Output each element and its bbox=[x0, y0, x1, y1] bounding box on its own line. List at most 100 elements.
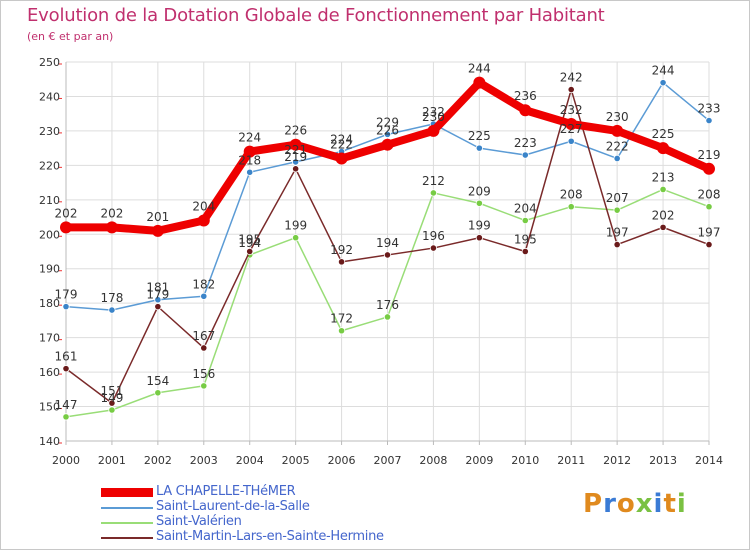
data-point bbox=[659, 79, 667, 87]
y-tick-label: 190 bbox=[39, 263, 60, 276]
data-label: 179 bbox=[55, 288, 78, 302]
legend-swatch bbox=[101, 488, 153, 497]
data-point bbox=[565, 118, 578, 131]
data-point bbox=[60, 221, 72, 234]
y-tick-label: 160 bbox=[39, 366, 60, 379]
x-tick-label: 2009 bbox=[465, 454, 493, 467]
data-point bbox=[108, 406, 116, 414]
data-point bbox=[197, 214, 210, 227]
data-label: 195 bbox=[238, 233, 261, 247]
data-point bbox=[611, 124, 624, 137]
data-point bbox=[151, 224, 164, 237]
data-point bbox=[246, 247, 254, 256]
data-point bbox=[705, 241, 713, 249]
data-point bbox=[567, 203, 575, 211]
x-tick-label: 2012 bbox=[603, 454, 631, 467]
data-label: 156 bbox=[192, 367, 215, 381]
data-point bbox=[429, 189, 438, 197]
data-label: 221 bbox=[284, 143, 307, 157]
x-tick-label: 2004 bbox=[236, 454, 264, 467]
data-label: 194 bbox=[376, 236, 399, 250]
data-point bbox=[705, 116, 713, 125]
data-label: 232 bbox=[422, 105, 445, 119]
x-tick-label: 2006 bbox=[328, 454, 356, 467]
data-point bbox=[108, 399, 116, 407]
data-label: 202 bbox=[55, 206, 78, 220]
series-1 bbox=[62, 79, 713, 314]
data-point bbox=[289, 138, 302, 151]
data-label: 229 bbox=[376, 115, 399, 129]
x-tick-label: 2008 bbox=[419, 454, 447, 467]
x-tick-label: 2000 bbox=[52, 454, 80, 467]
data-point bbox=[292, 165, 300, 173]
data-point bbox=[383, 130, 392, 138]
data-point bbox=[200, 344, 208, 352]
data-point bbox=[705, 203, 713, 211]
data-label: 182 bbox=[192, 277, 215, 291]
data-point bbox=[429, 244, 438, 252]
legend-label: LA CHAPELLE-THéMER bbox=[156, 484, 296, 499]
y-tick-label: 230 bbox=[39, 125, 60, 138]
proxiti-logo: Proxiti bbox=[583, 489, 687, 519]
data-label: 154 bbox=[146, 374, 169, 388]
data-point bbox=[521, 151, 529, 159]
data-label: 244 bbox=[468, 62, 491, 76]
data-point bbox=[521, 247, 529, 256]
chart-title: Evolution de la Dotation Globale de Fonc… bbox=[27, 5, 605, 26]
data-point bbox=[475, 199, 483, 207]
data-label: 204 bbox=[514, 201, 537, 215]
legend-label: Saint-Valérien bbox=[156, 514, 242, 529]
x-tick-label: 2007 bbox=[374, 454, 402, 467]
data-label: 233 bbox=[698, 102, 721, 116]
data-point bbox=[659, 223, 667, 231]
data-label: 172 bbox=[330, 312, 353, 326]
data-point bbox=[62, 303, 70, 311]
data-point bbox=[246, 168, 254, 176]
data-label: 225 bbox=[468, 129, 491, 143]
y-tick-label: 210 bbox=[39, 194, 60, 207]
data-point bbox=[62, 365, 70, 373]
data-label: 209 bbox=[468, 184, 491, 198]
data-label: 149 bbox=[100, 391, 123, 405]
y-tick-label: 170 bbox=[39, 332, 60, 345]
series-3 bbox=[62, 85, 713, 407]
x-tick-label: 2002 bbox=[144, 454, 172, 467]
data-point bbox=[383, 251, 392, 259]
x-tick-label: 2005 bbox=[282, 454, 310, 467]
data-point bbox=[657, 142, 670, 155]
data-label: 219 bbox=[698, 148, 721, 162]
series-0 bbox=[60, 76, 715, 237]
data-label: 151 bbox=[100, 384, 123, 398]
data-label: 199 bbox=[284, 219, 307, 233]
data-point bbox=[521, 216, 529, 225]
data-label: 232 bbox=[560, 103, 583, 117]
data-label: 179 bbox=[146, 288, 169, 302]
data-label: 213 bbox=[652, 170, 675, 184]
data-label: 219 bbox=[284, 150, 307, 164]
data-point bbox=[567, 85, 575, 94]
y-tick-label: 250 bbox=[39, 56, 60, 69]
data-point bbox=[381, 138, 394, 151]
data-label: 226 bbox=[284, 124, 307, 138]
data-point bbox=[567, 137, 575, 145]
data-point bbox=[427, 124, 440, 137]
data-label: 207 bbox=[606, 191, 629, 205]
data-label: 147 bbox=[55, 398, 78, 412]
data-label: 199 bbox=[468, 219, 491, 233]
data-point bbox=[475, 234, 483, 242]
x-tick-label: 2003 bbox=[190, 454, 218, 467]
data-point bbox=[105, 221, 118, 234]
data-point bbox=[335, 152, 348, 165]
legend-label: Saint-Martin-Lars-en-Sainte-Hermine bbox=[156, 529, 384, 544]
data-label: 230 bbox=[422, 110, 445, 124]
data-point bbox=[243, 145, 256, 158]
data-point bbox=[154, 389, 162, 397]
data-label: 178 bbox=[100, 291, 123, 305]
data-label: 197 bbox=[698, 226, 721, 240]
data-label: 225 bbox=[652, 127, 675, 141]
data-label: 167 bbox=[192, 329, 215, 343]
data-point bbox=[337, 327, 346, 335]
data-label: 224 bbox=[330, 133, 353, 147]
data-label: 208 bbox=[698, 188, 721, 202]
data-point bbox=[200, 382, 208, 390]
